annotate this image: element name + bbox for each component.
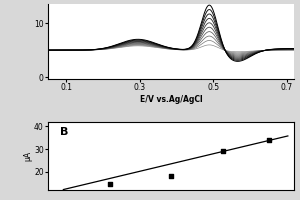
Y-axis label: μA: μA (24, 151, 33, 161)
X-axis label: E/V vs.Ag/AgCl: E/V vs.Ag/AgCl (140, 95, 202, 104)
Point (107, 183, 112, 186)
Point (221, 150, 226, 153)
Text: B: B (60, 127, 69, 137)
Point (267, 138, 272, 142)
Point (169, 175, 173, 178)
